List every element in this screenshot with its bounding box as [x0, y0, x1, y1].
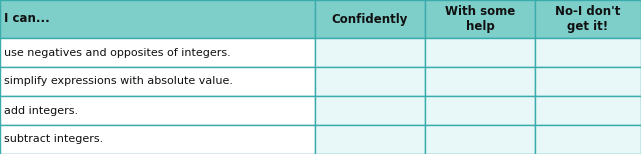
Text: subtract integers.: subtract integers. — [4, 134, 103, 144]
Bar — [315, 38, 425, 67]
Text: add integers.: add integers. — [4, 105, 78, 116]
Text: No-I don't
get it!: No-I don't get it! — [555, 5, 620, 33]
Bar — [535, 38, 641, 67]
Bar — [0, 38, 315, 67]
Bar — [425, 125, 535, 154]
Bar — [0, 96, 315, 125]
Bar — [425, 38, 535, 67]
Bar — [315, 0, 425, 38]
Bar — [425, 67, 535, 96]
Bar — [315, 125, 425, 154]
Bar — [315, 67, 425, 96]
Text: With some
help: With some help — [445, 5, 515, 33]
Bar — [535, 0, 641, 38]
Bar — [535, 67, 641, 96]
Bar — [0, 0, 315, 38]
Bar — [425, 96, 535, 125]
Bar — [0, 125, 315, 154]
Bar — [0, 67, 315, 96]
Text: use negatives and opposites of integers.: use negatives and opposites of integers. — [4, 47, 231, 57]
Bar — [535, 125, 641, 154]
Bar — [425, 0, 535, 38]
Text: simplify expressions with absolute value.: simplify expressions with absolute value… — [4, 77, 233, 87]
Text: Confidently: Confidently — [332, 12, 408, 26]
Text: I can...: I can... — [4, 12, 50, 26]
Bar — [315, 96, 425, 125]
Bar — [535, 96, 641, 125]
